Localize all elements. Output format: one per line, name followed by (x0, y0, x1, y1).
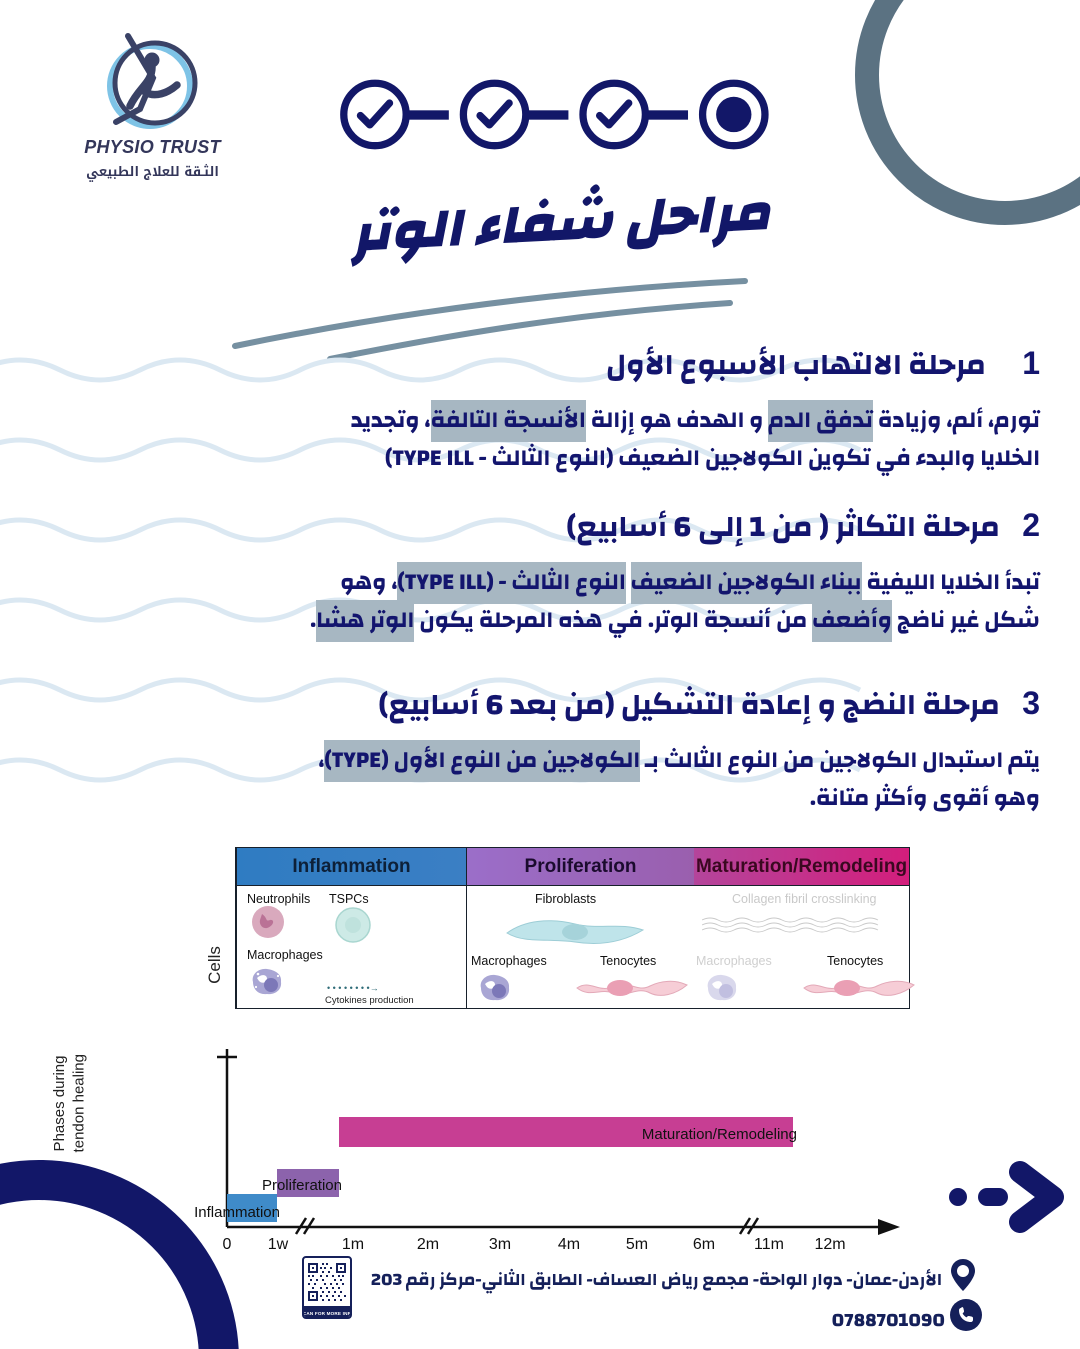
svg-text:1m: 1m (342, 1236, 364, 1253)
svg-text:2m: 2m (417, 1236, 439, 1253)
svg-text:12m: 12m (814, 1236, 845, 1253)
svg-text:0: 0 (223, 1236, 232, 1253)
svg-text:Inflammation: Inflammation (194, 1204, 280, 1221)
svg-text:5m: 5m (626, 1236, 648, 1253)
svg-text:3m: 3m (489, 1236, 511, 1253)
svg-text:1w: 1w (268, 1236, 289, 1253)
svg-text:6m: 6m (693, 1236, 715, 1253)
svg-text:Proliferation: Proliferation (262, 1177, 342, 1194)
svg-text:11m: 11m (754, 1236, 784, 1253)
svg-text:Maturation/Remodeling: Maturation/Remodeling (642, 1126, 797, 1143)
svg-text:4m: 4m (558, 1236, 580, 1253)
